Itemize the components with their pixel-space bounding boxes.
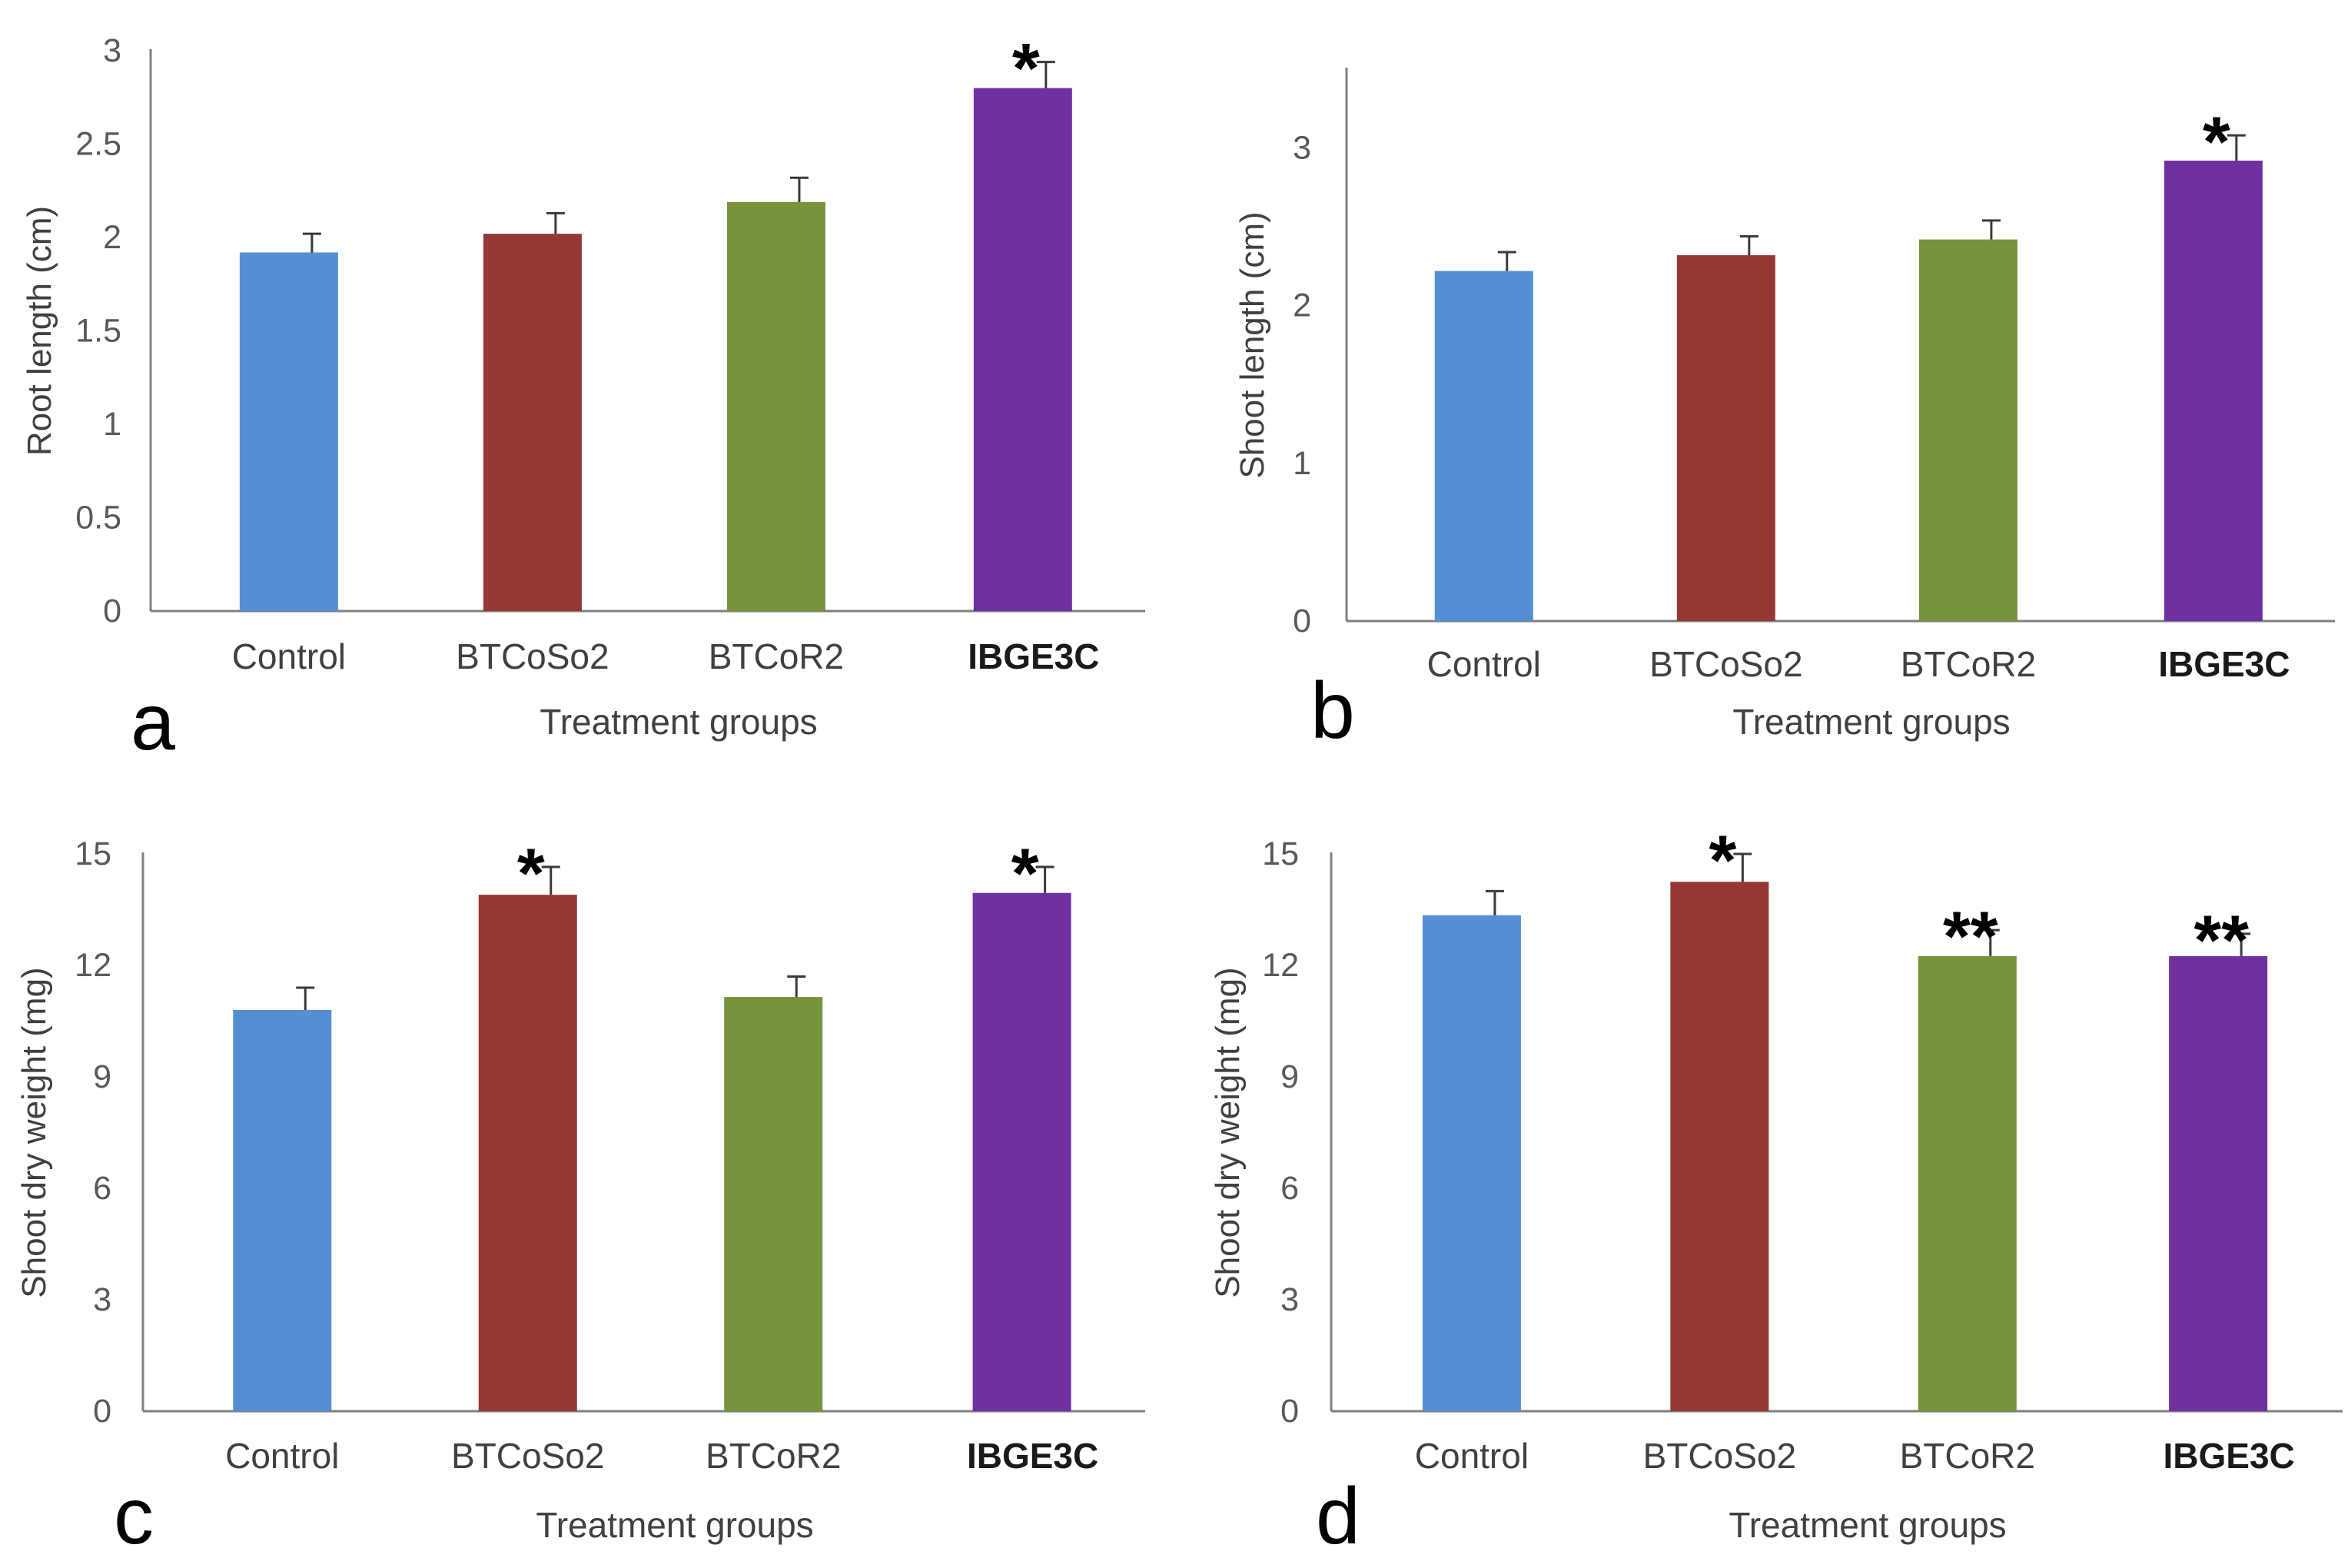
y-tick-label: 9	[93, 1058, 111, 1095]
bar-btcor2	[1918, 239, 2018, 621]
bar-ibge3c	[972, 892, 1071, 1411]
bar-btcor2	[726, 201, 825, 612]
significance-marker: *	[1709, 822, 1736, 900]
y-tick-label: 1	[103, 406, 121, 443]
y-tick-label: 0	[1280, 1393, 1299, 1430]
error-bar	[1733, 852, 1752, 882]
y-tick-label: 3	[1280, 1281, 1299, 1318]
bar-btcoso2	[1676, 255, 1775, 621]
y-tick-label: 2	[103, 219, 121, 256]
bar-btcor2	[724, 997, 823, 1411]
bar-btcoso2	[483, 234, 582, 611]
error-bar	[2227, 134, 2246, 161]
error-bar	[1981, 929, 2000, 956]
x-tick-label: Control	[1427, 644, 1541, 684]
y-tick-label: 3	[103, 32, 121, 69]
x-tick-label: BTCoSo2	[456, 636, 609, 676]
panel-letter: b	[1310, 666, 1355, 756]
y-tick-label: 15	[1262, 835, 1299, 872]
y-tick-label: 2.5	[75, 126, 121, 163]
y-tick-label: 3	[1293, 130, 1311, 167]
y-axis-label: Shoot dry weight (mg)	[15, 967, 53, 1297]
y-tick-label: 0.5	[75, 500, 121, 537]
x-axis-label: Treatment groups	[540, 702, 817, 742]
error-bar	[302, 232, 321, 253]
significance-marker: **	[2194, 902, 2249, 980]
bar-ibge3c	[2169, 955, 2268, 1411]
x-tick-label: BTCoSo2	[451, 1436, 604, 1476]
error-bar	[1036, 61, 1055, 88]
error-bar	[1485, 889, 1504, 915]
panel-b: 0 1 2 3 Shoot length (cm) Control BTCoSo2 BTCoR…	[1234, 68, 2335, 756]
significance-marker: *	[2203, 103, 2230, 181]
bar-control	[1422, 915, 1521, 1411]
panel-letter: d	[1316, 1472, 1360, 1561]
error-bar	[2232, 932, 2251, 956]
x-tick-label: BTCoSo2	[1643, 1436, 1796, 1476]
y-axis-label: Root length (cm)	[21, 206, 58, 456]
x-tick-label: IBGE3C	[2163, 1436, 2294, 1476]
bar-ibge3c	[973, 88, 1072, 612]
error-bar	[1497, 251, 1516, 271]
panel-c: 0 3 6 9 12 15 Shoot dry weight (mg) Control * BTC…	[15, 835, 1145, 1561]
y-tick-label: 1.5	[75, 313, 121, 350]
y-tick-label: 1	[1293, 445, 1311, 482]
error-bar	[1739, 234, 1759, 256]
x-axis-label: Treatment groups	[1729, 1505, 2006, 1545]
x-tick-label: BTCoR2	[706, 1436, 841, 1476]
x-tick-label: IBGE3C	[968, 636, 1099, 676]
y-tick-label: 0	[103, 593, 121, 630]
significance-marker: *	[517, 835, 545, 913]
x-tick-label: BTCoR2	[709, 636, 844, 676]
y-tick-label: 15	[75, 835, 111, 872]
panel-d: 0 3 6 9 12 15 Shoot dry weight (mg) Control * BTC…	[1209, 822, 2343, 1561]
y-tick-label: 6	[93, 1170, 111, 1207]
bar-btcor2	[1918, 955, 2017, 1411]
error-bar	[787, 975, 806, 998]
y-axis-label: Shoot dry weight (mg)	[1209, 967, 1247, 1297]
panel-letter: a	[131, 678, 175, 767]
bar-control	[1434, 271, 1533, 621]
error-bar	[789, 176, 809, 202]
x-tick-label: Control	[225, 1436, 339, 1476]
significance-marker: **	[1943, 898, 1998, 976]
y-tick-label: 0	[1293, 603, 1311, 639]
y-tick-label: 12	[75, 947, 111, 984]
significance-marker: *	[1012, 30, 1040, 108]
y-tick-label: 12	[1262, 947, 1299, 984]
panel-a: 0 0.5 1 1.5 2 2.5 3 Root length (cm) Control BTCo…	[21, 30, 1145, 767]
bar-btcoso2	[478, 895, 577, 1411]
x-tick-label: Control	[1415, 1436, 1529, 1476]
x-tick-label: BTCoR2	[1901, 644, 2036, 684]
panel-letter: c	[114, 1472, 154, 1561]
bar-control	[233, 1010, 332, 1411]
bar-btcoso2	[1670, 882, 1769, 1411]
x-axis-label: Treatment groups	[1732, 702, 2010, 742]
error-bar	[546, 211, 565, 234]
significance-marker: *	[1011, 835, 1039, 913]
error-bar	[1981, 219, 2001, 240]
y-tick-label: 6	[1280, 1170, 1299, 1207]
y-tick-label: 2	[1293, 287, 1311, 324]
error-bar	[1035, 865, 1054, 893]
x-tick-label: BTCoR2	[1900, 1436, 2035, 1476]
y-tick-label: 0	[93, 1393, 111, 1430]
y-axis-label: Shoot length (cm)	[1234, 211, 1271, 478]
bar-ibge3c	[2164, 160, 2263, 622]
error-bar	[296, 986, 315, 1010]
y-tick-label: 9	[1280, 1058, 1299, 1095]
x-axis-label: Treatment groups	[536, 1505, 813, 1545]
x-tick-label: Control	[232, 636, 346, 676]
x-tick-label: IBGE3C	[967, 1436, 1098, 1476]
error-bar	[541, 865, 560, 895]
x-tick-label: IBGE3C	[2158, 644, 2290, 684]
x-tick-label: BTCoSo2	[1649, 644, 1802, 684]
bar-control	[239, 252, 338, 611]
y-tick-label: 3	[93, 1281, 111, 1318]
